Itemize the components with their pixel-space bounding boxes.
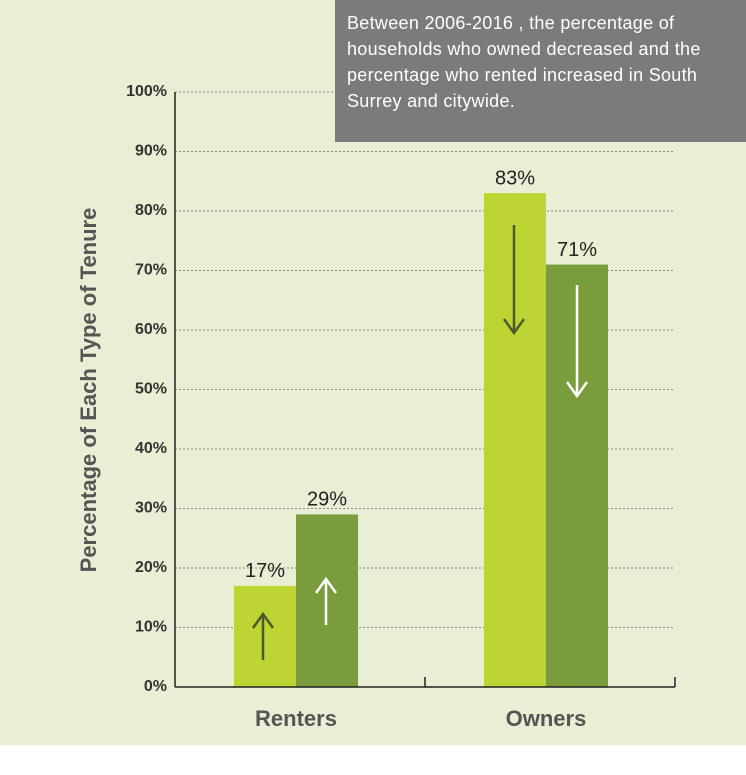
y-tick-label: 70%	[135, 262, 167, 279]
arrow	[251, 611, 275, 660]
bar	[234, 585, 296, 687]
value-label: 17%	[245, 560, 285, 582]
value-label: 71%	[557, 239, 597, 261]
value-label: 29%	[307, 489, 347, 511]
y-tick-label: 30%	[135, 500, 167, 517]
y-tick-label: 80%	[135, 202, 167, 219]
y-tick-label: 90%	[135, 143, 167, 160]
y-tick-label: 50%	[135, 381, 167, 398]
y-tick-label: 40%	[135, 440, 167, 457]
x-tick-label: Owners	[506, 706, 587, 731]
x-tick-label: Renters	[255, 706, 337, 731]
arrow	[314, 576, 338, 625]
y-tick-label: 20%	[135, 559, 167, 576]
y-tick-label: 10%	[135, 619, 167, 636]
y-tick-label: 60%	[135, 321, 167, 338]
arrow	[565, 285, 589, 399]
axes	[174, 92, 676, 688]
y-tick-label: 0%	[144, 678, 167, 695]
y-tick-label: 100%	[126, 83, 167, 100]
value-label: 83%	[495, 167, 535, 189]
arrow	[502, 225, 526, 336]
arrows	[251, 225, 589, 660]
y-axis-label: Percentage of Each Type of Tenure	[76, 208, 101, 573]
annotation: Between 2006-2016 , the percentage of ho…	[335, 0, 746, 142]
